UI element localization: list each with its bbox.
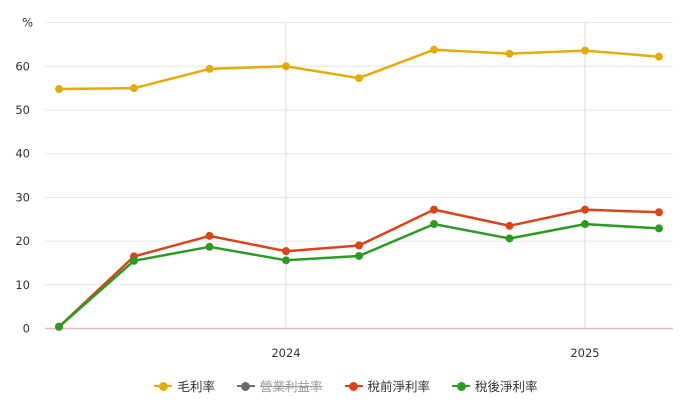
legend: 毛利率 營業利益率 稅前淨利率 稅後淨利率 bbox=[0, 376, 692, 395]
series-稅前淨利率 bbox=[55, 205, 663, 331]
data-point bbox=[205, 64, 214, 73]
y-tick-label: 0 bbox=[23, 322, 30, 336]
series-毛利率 bbox=[55, 45, 663, 94]
data-point bbox=[581, 220, 589, 229]
data-point bbox=[130, 256, 138, 265]
data-point bbox=[655, 224, 663, 233]
data-point bbox=[581, 205, 589, 214]
y-unit-label: % bbox=[22, 16, 33, 30]
legend-label: 營業利益率 bbox=[259, 379, 323, 394]
legend-item-pretax-margin[interactable]: 稅前淨利率 bbox=[344, 376, 431, 395]
series-line bbox=[58, 222, 660, 328]
data-point bbox=[355, 241, 363, 250]
data-point bbox=[655, 208, 663, 217]
legend-marker-icon bbox=[452, 381, 471, 391]
x-axis: 2024 2025 bbox=[271, 346, 599, 360]
y-tick-label: 60 bbox=[15, 59, 30, 73]
data-point bbox=[505, 234, 514, 243]
legend-marker-icon bbox=[236, 381, 255, 391]
legend-label: 稅前淨利率 bbox=[367, 379, 431, 394]
data-point bbox=[655, 52, 663, 61]
legend-item-aftertax-margin[interactable]: 稅後淨利率 bbox=[452, 376, 538, 395]
y-tick-label: 50 bbox=[15, 103, 30, 117]
y-tick-label: 40 bbox=[15, 147, 30, 161]
data-point bbox=[205, 231, 214, 240]
grid-lines bbox=[45, 22, 673, 330]
data-point bbox=[430, 45, 438, 54]
legend-marker-icon bbox=[154, 381, 173, 391]
data-point bbox=[430, 205, 438, 214]
data-point bbox=[505, 221, 514, 230]
data-point bbox=[282, 256, 290, 265]
data-point bbox=[355, 74, 363, 83]
data-point bbox=[205, 242, 214, 251]
legend-label: 稅後淨利率 bbox=[475, 379, 538, 394]
data-point bbox=[130, 84, 138, 93]
y-tick-label: 30 bbox=[15, 190, 30, 204]
series-line bbox=[58, 48, 660, 91]
data-point bbox=[55, 85, 63, 94]
legend-item-gross-margin[interactable]: 毛利率 bbox=[154, 376, 215, 395]
series-group bbox=[55, 45, 663, 331]
legend-label: 毛利率 bbox=[177, 379, 215, 394]
data-point bbox=[55, 322, 63, 331]
data-point bbox=[282, 62, 290, 71]
data-point bbox=[282, 247, 290, 256]
x-tick-label: 2025 bbox=[570, 346, 599, 360]
data-point bbox=[581, 46, 589, 55]
y-axis: 0 10 20 30 40 50 60% bbox=[15, 16, 33, 336]
y-tick-label: 10 bbox=[15, 278, 30, 292]
data-point bbox=[355, 251, 363, 260]
legend-marker-icon bbox=[344, 381, 363, 391]
data-point bbox=[505, 49, 514, 58]
legend-item-operating-margin[interactable]: 營業利益率 bbox=[236, 376, 323, 395]
series-稅後淨利率 bbox=[55, 220, 663, 331]
y-tick-label: 20 bbox=[15, 234, 30, 248]
x-tick-label: 2024 bbox=[271, 346, 300, 360]
data-point bbox=[430, 220, 438, 229]
